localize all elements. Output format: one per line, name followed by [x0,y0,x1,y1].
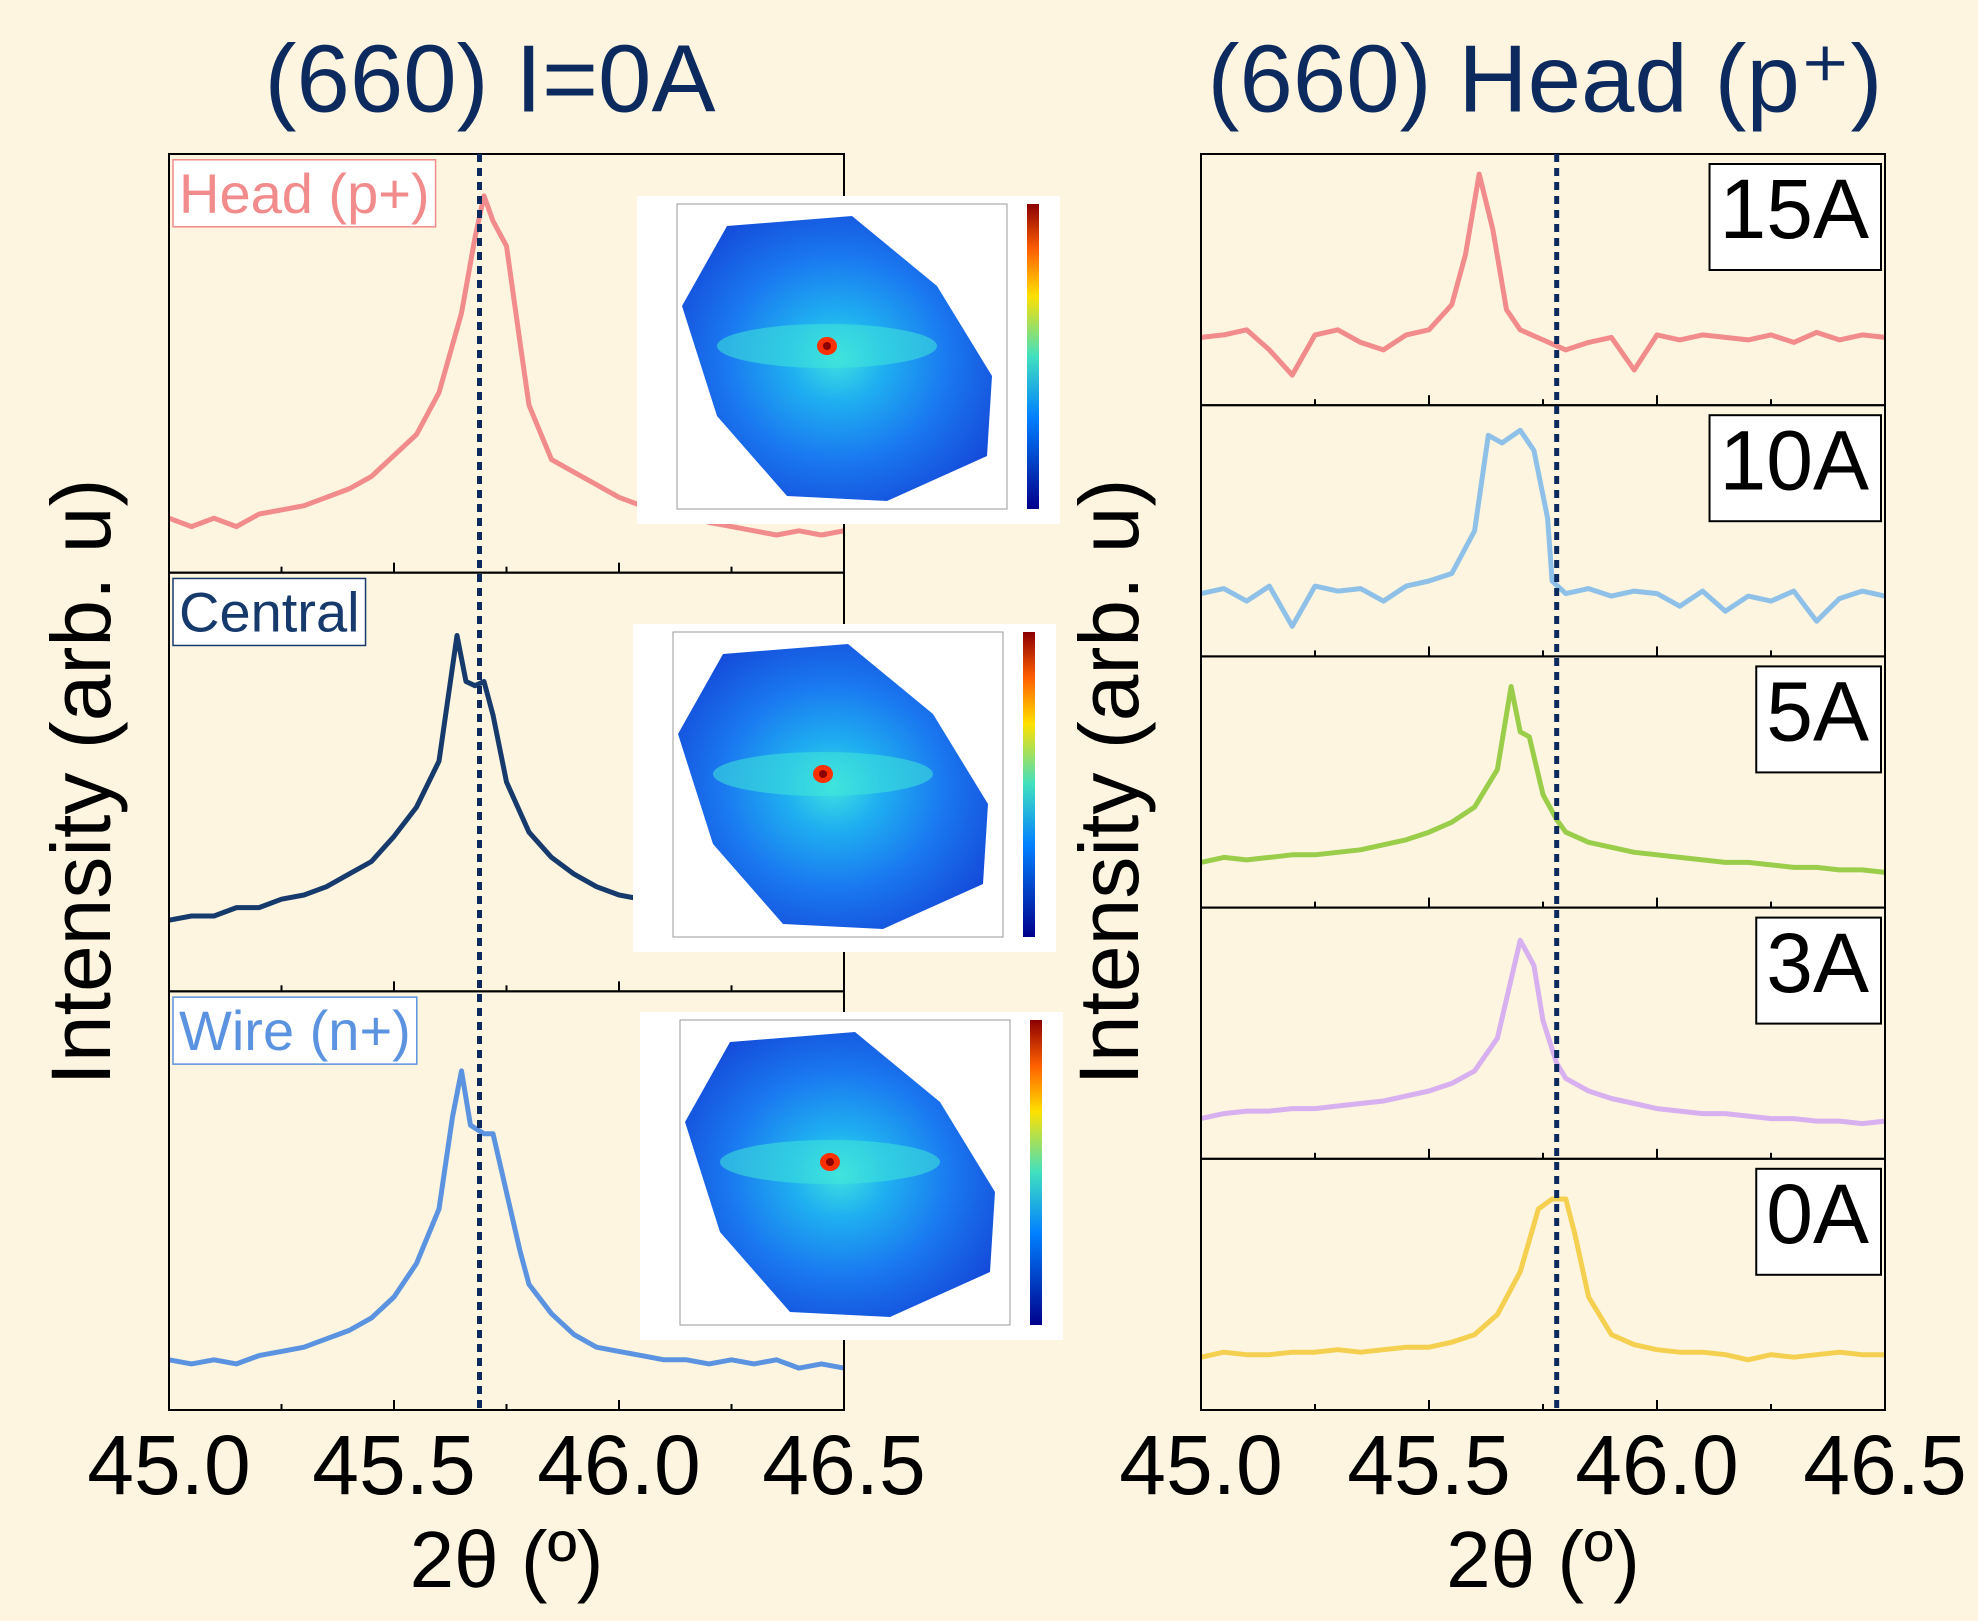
series-label: 15A [1720,162,1869,256]
x-tick-label: 45.5 [1347,1418,1511,1512]
x-tick-label: 45.0 [87,1418,251,1512]
inset-map [640,1012,1063,1340]
x-tick-label: 46.5 [1803,1418,1967,1512]
y-axis-label: Intensity (arb. u) [1062,479,1156,1086]
chart-title: (660) I=0A [265,25,716,132]
x-tick-label: 46.0 [1575,1418,1739,1512]
series-label: 3A [1766,916,1869,1010]
series-label: Wire (n+) [179,999,411,1062]
x-tick-label: 45.0 [1119,1418,1283,1512]
series-label: 5A [1766,665,1869,759]
x-tick-label: 46.0 [537,1418,701,1512]
chart-title: (660) Head (p⁺) [1208,25,1883,132]
figure: (660) I=0A 2θ (º) Intensity (arb. u) Head (… [0,0,1978,1621]
y-axis-label: Intensity (arb. u) [34,479,128,1086]
series-label: Head (p+) [179,162,430,225]
series-label: Central [179,580,360,643]
data-line [169,636,642,921]
inset-map [637,196,1060,524]
x-tick-label: 45.5 [312,1418,476,1512]
x-tick-label: 46.5 [762,1418,926,1512]
x-axis-label: 2θ (º) [410,1515,604,1604]
x-axis-label: 2θ (º) [1446,1515,1640,1604]
inset-map [633,624,1056,952]
series-label: 10A [1720,413,1869,507]
page: (660) I=0A 2θ (º) Intensity (arb. u) Head (… [0,0,1978,1621]
series-label: 0A [1766,1167,1869,1261]
